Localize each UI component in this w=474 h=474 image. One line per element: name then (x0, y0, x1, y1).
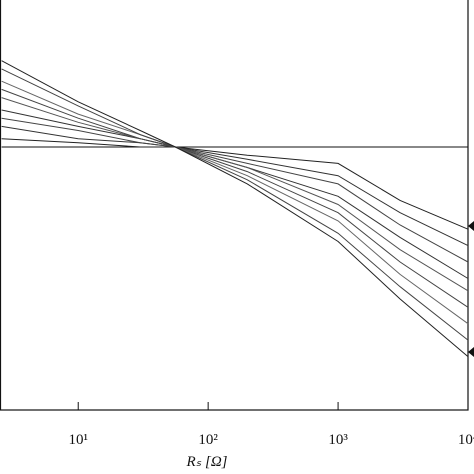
plot-frame (0, 0, 469, 411)
arrow-marker (468, 221, 474, 231)
series-line (1, 117, 469, 263)
series-line (1, 80, 469, 325)
x-axis-label: Rₛ [Ω] (185, 454, 227, 470)
x-tick-label: 10² (198, 432, 218, 448)
series-line (1, 138, 469, 230)
series-line (1, 109, 469, 279)
series-line (1, 97, 469, 292)
series-line (1, 88, 469, 308)
x-tick-label: 10¹ (68, 432, 88, 448)
arrow-marker (468, 347, 474, 357)
x-tick-label: 10³ (328, 432, 348, 448)
series-line (1, 68, 469, 341)
x-tick-label: 10⁴ (458, 432, 474, 448)
series-line (1, 60, 469, 357)
series-line (1, 125, 469, 247)
